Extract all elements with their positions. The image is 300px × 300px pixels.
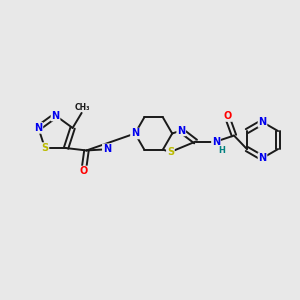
Text: S: S	[41, 143, 49, 153]
Text: CH₃: CH₃	[74, 103, 90, 112]
Text: N: N	[131, 128, 139, 139]
Text: N: N	[258, 153, 267, 163]
Text: O: O	[80, 167, 88, 176]
Text: S: S	[167, 147, 174, 157]
Text: H: H	[218, 146, 225, 155]
Text: N: N	[34, 123, 42, 133]
Text: N: N	[177, 125, 185, 136]
Text: N: N	[212, 136, 220, 147]
Text: N: N	[51, 110, 60, 121]
Text: O: O	[224, 111, 232, 121]
Text: N: N	[103, 144, 111, 154]
Text: N: N	[258, 117, 267, 127]
